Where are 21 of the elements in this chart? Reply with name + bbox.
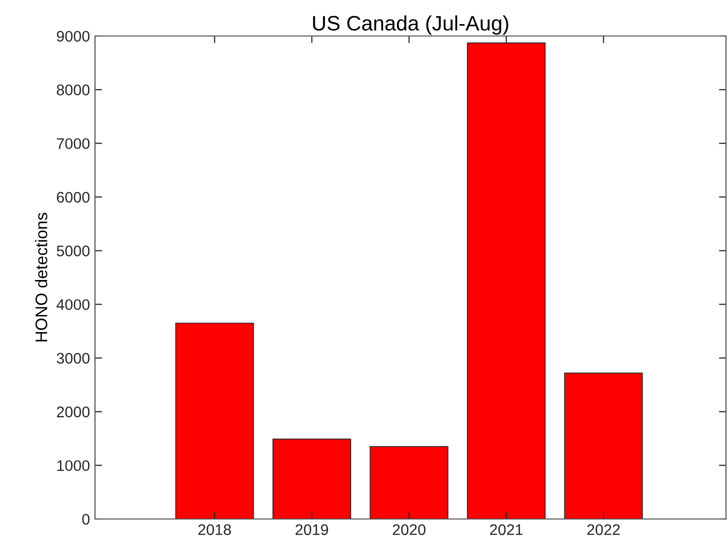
y-tick-label: 0 — [82, 514, 90, 525]
y-tick-label: 8000 — [56, 84, 90, 96]
y-tick-label: 4000 — [56, 299, 90, 310]
bar — [272, 438, 352, 519]
x-tick-label: 2018 — [198, 524, 231, 536]
bar — [175, 322, 254, 519]
y-tick-label: 2000 — [56, 406, 90, 418]
x-tick-label: 2021 — [490, 524, 523, 536]
bar — [564, 372, 643, 519]
x-tick-label: 2020 — [392, 524, 426, 536]
y-tick-label: 6000 — [56, 192, 90, 203]
chart-title: US Canada (Jul-Aug) — [313, 15, 508, 35]
y-tick-label: 5000 — [56, 246, 90, 256]
y-tick-label: 9000 — [56, 30, 90, 42]
x-tick-label: 2019 — [296, 524, 328, 536]
y-tick-label: 7000 — [56, 138, 90, 150]
x-tick-label: 2022 — [587, 524, 620, 536]
y-tick-label: 3000 — [56, 352, 90, 364]
bar — [370, 446, 448, 519]
y-axis-title: HONO detections — [35, 212, 48, 342]
y-tick-label: 1000 — [57, 460, 90, 472]
